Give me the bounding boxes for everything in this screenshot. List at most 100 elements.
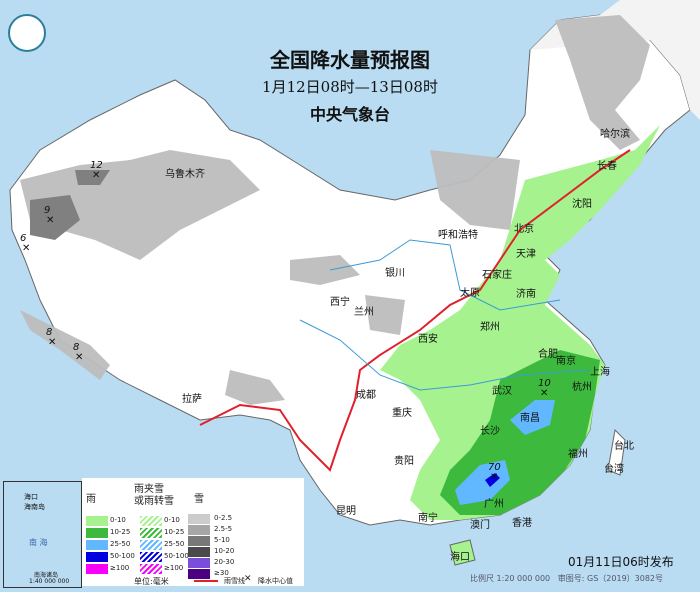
city-label: 南昌 xyxy=(520,413,540,424)
city-label: 济南 xyxy=(516,289,536,300)
snow-area xyxy=(20,310,110,380)
cma-logo xyxy=(8,14,46,52)
city-label: 重庆 xyxy=(392,408,412,419)
snow-area xyxy=(365,295,405,335)
precip-center-icon: ✕ xyxy=(22,243,31,254)
legend-swatch-mixed xyxy=(140,540,162,550)
legend-swatch-snow xyxy=(188,536,210,546)
legend-label: 50-100 xyxy=(164,552,189,560)
city-label: 广州 xyxy=(484,499,504,510)
city-label: 银川 xyxy=(385,268,405,279)
precip-center-icon: ✕ xyxy=(46,215,55,226)
city-label: 武汉 xyxy=(492,386,512,397)
hainan xyxy=(449,539,476,566)
legend-label: 10-25 xyxy=(164,528,185,536)
legend-label: 25-50 xyxy=(110,540,131,548)
city-label: 呼和浩特 xyxy=(438,230,478,241)
review-number: 审图号: GS（2019）3082号 xyxy=(557,574,664,583)
legend: 雨 雨夹雪 或雨转雪 雪 0-10 10-25 25-50 50-100 ≥100 0-1… xyxy=(82,478,304,586)
legend-unit: 单位:毫米 xyxy=(134,577,169,586)
city-label: 杭州 xyxy=(572,382,592,393)
inset-scale: 1:40 000 000 xyxy=(29,578,70,585)
legend-label: ≥100 xyxy=(164,564,184,572)
city-label: 香港 xyxy=(512,518,532,529)
legend-center-label: 降水中心值 xyxy=(258,577,293,585)
map-scale: 比例尺 1:20 000 000 xyxy=(470,574,551,583)
rain-25-50-a xyxy=(510,400,555,435)
snow-area xyxy=(225,370,285,405)
city-label: 长沙 xyxy=(480,426,500,437)
legend-label: 10-25 xyxy=(110,528,131,536)
city-label: 西安 xyxy=(418,334,438,345)
map-title: 全国降水量预报图 xyxy=(270,48,430,72)
city-label: 南宁 xyxy=(418,513,438,524)
inset-label: 海口 xyxy=(24,493,38,501)
precip-center-value: 9 xyxy=(44,205,51,216)
city-label: 长春 xyxy=(597,161,617,172)
legend-swatch-rain xyxy=(86,516,108,526)
precip-center-icon: ✕ xyxy=(490,472,499,483)
legend-swatch-mixed xyxy=(140,516,162,526)
city-label: 兰州 xyxy=(354,307,374,318)
city-label: 西宁 xyxy=(330,297,350,308)
legend-swatch-snow xyxy=(188,547,210,557)
city-label: 天津 xyxy=(516,249,536,260)
city-label: 上海 xyxy=(590,367,610,378)
snow-area xyxy=(290,255,360,285)
legend-label: 0-10 xyxy=(164,516,180,524)
precip-center-value: 70 xyxy=(488,462,501,473)
city-label: 石家庄 xyxy=(482,270,512,281)
snow-area xyxy=(555,15,650,150)
city-label: 北京 xyxy=(514,224,534,235)
rain-25-50-b xyxy=(455,460,510,505)
legend-label: ≥30 xyxy=(214,569,229,577)
legend-label: 10-20 xyxy=(214,547,235,555)
snow-area xyxy=(430,150,520,230)
city-label: 澳门 xyxy=(470,520,490,531)
city-label: 沈阳 xyxy=(572,199,592,210)
city-label: 郑州 xyxy=(480,322,500,333)
legend-swatch-snow xyxy=(188,525,210,535)
scale-info: 比例尺 1:20 000 000 审图号: GS（2019）3082号 xyxy=(470,573,663,584)
legend-label: 0-10 xyxy=(110,516,126,524)
precip-center-value: 8 xyxy=(73,342,80,353)
snow-areas xyxy=(20,15,650,405)
rain-50-100 xyxy=(485,473,500,487)
legend-rain-title: 雨 xyxy=(86,494,96,505)
inset-label: 海南岛 xyxy=(24,503,45,511)
issuer: 中央气象台 xyxy=(309,105,390,124)
forecast-period: 1月12日08时—13日08时 xyxy=(262,78,438,96)
legend-label: 50-100 xyxy=(110,552,135,560)
river xyxy=(329,239,561,311)
cross-icon: ✕ xyxy=(244,574,252,584)
taiwan xyxy=(607,428,626,476)
precip-center-value: 6 xyxy=(20,233,27,244)
legend-label: 25-50 xyxy=(164,540,185,548)
legend-mixed-title: 雨夹雪 xyxy=(134,484,164,495)
legend-swatch-rain xyxy=(86,552,108,562)
precip-center-icon: ✕ xyxy=(75,352,84,363)
legend-snow-title: 雪 xyxy=(194,494,204,505)
rain-0-10 xyxy=(380,125,660,520)
precip-center-value: 12 xyxy=(90,160,103,171)
inset-label: 南海诸岛 xyxy=(34,572,59,579)
legend-label: 20-30 xyxy=(214,558,235,566)
legend-swatch-snow xyxy=(188,514,210,524)
city-label: 台北 xyxy=(614,441,634,452)
city-label: 南京 xyxy=(556,356,576,367)
legend-front-label: 雨雪线 xyxy=(224,577,245,585)
precip-center-icon: ✕ xyxy=(540,388,549,399)
legend-mixed-title: 或雨转雪 xyxy=(134,496,174,507)
city-label: 太原 xyxy=(460,288,480,299)
rivers xyxy=(299,239,591,391)
legend-swatch-mixed xyxy=(140,552,162,562)
legend-swatch-mixed xyxy=(140,564,162,574)
published-time: 01月11日06时发布 xyxy=(568,555,674,569)
snow-area-heavy xyxy=(30,195,80,240)
precip-center-icon: ✕ xyxy=(92,170,101,181)
inset-sea-label: 南 海 xyxy=(29,538,48,547)
legend-swatch-snow xyxy=(188,558,210,568)
legend-swatch-rain xyxy=(86,564,108,574)
legend-swatch-rain xyxy=(86,540,108,550)
